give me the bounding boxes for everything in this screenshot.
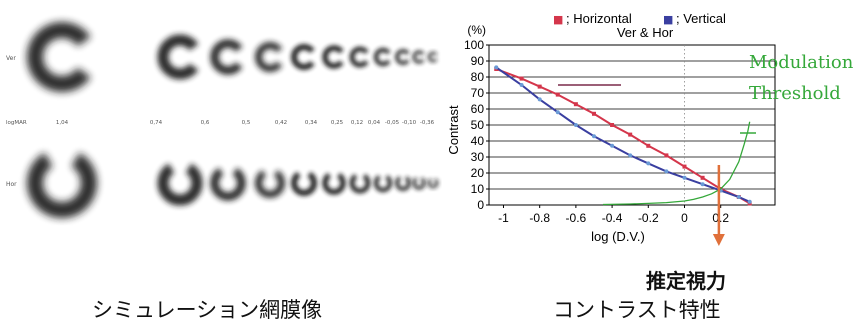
data-point — [519, 76, 524, 81]
landolt-ring-vertical — [427, 51, 438, 63]
y-tick-label: 70 — [471, 86, 485, 100]
landolt-ring-vertical — [255, 42, 283, 72]
data-point — [591, 134, 596, 139]
legend-label: ; Horizontal — [566, 11, 632, 26]
y-tick-label: 60 — [471, 102, 485, 116]
data-point — [664, 169, 669, 174]
landolt-ring-vertical — [322, 45, 344, 69]
logmar-tick-label: -0,05 — [385, 120, 400, 126]
data-point — [628, 132, 633, 137]
y-tick-label: 40 — [471, 134, 485, 148]
y-tick-label: 90 — [471, 54, 485, 68]
logmar-tick-label: 0,25 — [331, 120, 344, 126]
caption-contrast-characteristics: コントラスト特性 — [553, 298, 721, 322]
data-point — [610, 143, 615, 148]
logmar-tick-label: 0,12 — [351, 120, 363, 126]
y-tick-label: 50 — [471, 118, 485, 132]
y-tick-label: 100 — [464, 38, 484, 52]
landolt-ring-horizontal — [322, 172, 346, 195]
landolt-ring-vertical — [210, 39, 243, 75]
landolt-ring-panel: Ver Hor logMAR 1,04 0,74 0,6 0,5 0,42 0,34 0,25 0,… — [6, 22, 439, 218]
estimate-arrow-head — [712, 234, 725, 246]
landolt-ring-vertical — [412, 50, 425, 64]
data-point — [736, 195, 741, 199]
logmar-tick-label: 0,5 — [242, 120, 251, 126]
contrast-chart: 0 10 20 30 40 50 60 70 80 90 100 -1 -0.8 -0.6 -0.4 -0.2… — [446, 11, 776, 246]
y-axis-label: Contrast — [446, 105, 461, 155]
landolt-ring-horizontal — [349, 173, 371, 194]
logmar-tick-label: 0,04 — [368, 120, 381, 126]
data-point — [519, 83, 524, 87]
caption-simulated-retinal-image: シミュレーション網膜像 — [92, 298, 323, 322]
data-point — [682, 164, 687, 169]
landolt-ring-vertical — [349, 46, 369, 68]
landolt-ring-horizontal — [290, 171, 318, 197]
x-tick-label: 0 — [681, 211, 688, 225]
y-tick-label: 30 — [471, 150, 485, 164]
x-tick-label: -0.8 — [529, 211, 550, 225]
series-line — [602, 121, 751, 206]
x-tick-label: -0.2 — [638, 211, 659, 225]
landolt-ring-horizontal — [395, 176, 411, 191]
y-tick-label: 80 — [471, 70, 485, 84]
landolt-ring-horizontal — [412, 177, 426, 190]
modulation-threshold-label-line1: Modulation — [749, 52, 854, 73]
data-point — [646, 161, 651, 166]
data-point — [628, 153, 633, 158]
landolt-ring-horizontal — [157, 163, 203, 206]
data-point — [646, 143, 651, 148]
row-label-ver: Ver — [6, 55, 16, 62]
landolt-ring-horizontal — [27, 152, 97, 218]
landolt-ring-vertical — [290, 43, 315, 71]
y-axis-unit: (%) — [467, 23, 486, 37]
x-tick-label: 0.2 — [712, 211, 729, 225]
data-point — [682, 175, 687, 180]
y-tick-label: 20 — [471, 166, 485, 180]
landolt-ring-horizontal — [427, 178, 439, 189]
landolt-ring-horizontal — [210, 167, 246, 201]
data-point — [555, 110, 560, 115]
logmar-tick-label: -0,36 — [420, 120, 435, 126]
legend-marker: ■ — [553, 13, 563, 26]
data-point — [573, 123, 578, 127]
data-point — [537, 84, 542, 89]
landolt-ring-vertical — [395, 49, 410, 65]
x-tick-label: -0.4 — [602, 211, 623, 225]
estimated-acuity-label: 推定視力 — [646, 269, 726, 293]
data-point — [537, 97, 542, 102]
chart-subtitle: Ver & Hor — [617, 25, 674, 40]
y-tick-label: 10 — [471, 182, 485, 196]
logmar-tick-label: -0,10 — [402, 120, 417, 126]
y-tick-label: 0 — [477, 198, 484, 212]
logmar-tick-label: 0,42 — [275, 120, 287, 126]
data-point — [555, 92, 560, 97]
data-point — [591, 111, 596, 116]
landolt-ring-vertical — [157, 34, 199, 80]
x-tick-label: -1 — [498, 211, 509, 225]
landolt-ring-horizontal — [255, 170, 285, 198]
data-point — [610, 123, 615, 127]
data-point — [700, 182, 705, 187]
logmar-header: logMAR — [6, 120, 27, 126]
landolt-ring-horizontal — [373, 175, 393, 193]
row-label-hor: Hor — [6, 181, 17, 188]
logmar-tick-label: 0,74 — [150, 120, 163, 126]
logmar-tick-label: 0,6 — [201, 120, 210, 126]
landolt-ring-vertical — [27, 22, 91, 92]
landolt-ring-vertical — [373, 47, 391, 67]
data-point — [747, 199, 752, 204]
modulation-threshold-label-line2: Threshold — [749, 83, 841, 104]
data-point — [494, 65, 499, 70]
legend-marker: ■ — [663, 13, 673, 26]
data-point — [664, 153, 669, 158]
data-point — [700, 175, 705, 180]
x-tick-label: -0.6 — [566, 211, 587, 225]
logmar-tick-label: 1,04 — [56, 120, 69, 126]
data-point — [573, 102, 578, 107]
legend-label: ; Vertical — [676, 11, 726, 26]
logmar-tick-label: 0,34 — [305, 120, 318, 126]
x-axis-label: log (D.V.) — [591, 229, 645, 244]
